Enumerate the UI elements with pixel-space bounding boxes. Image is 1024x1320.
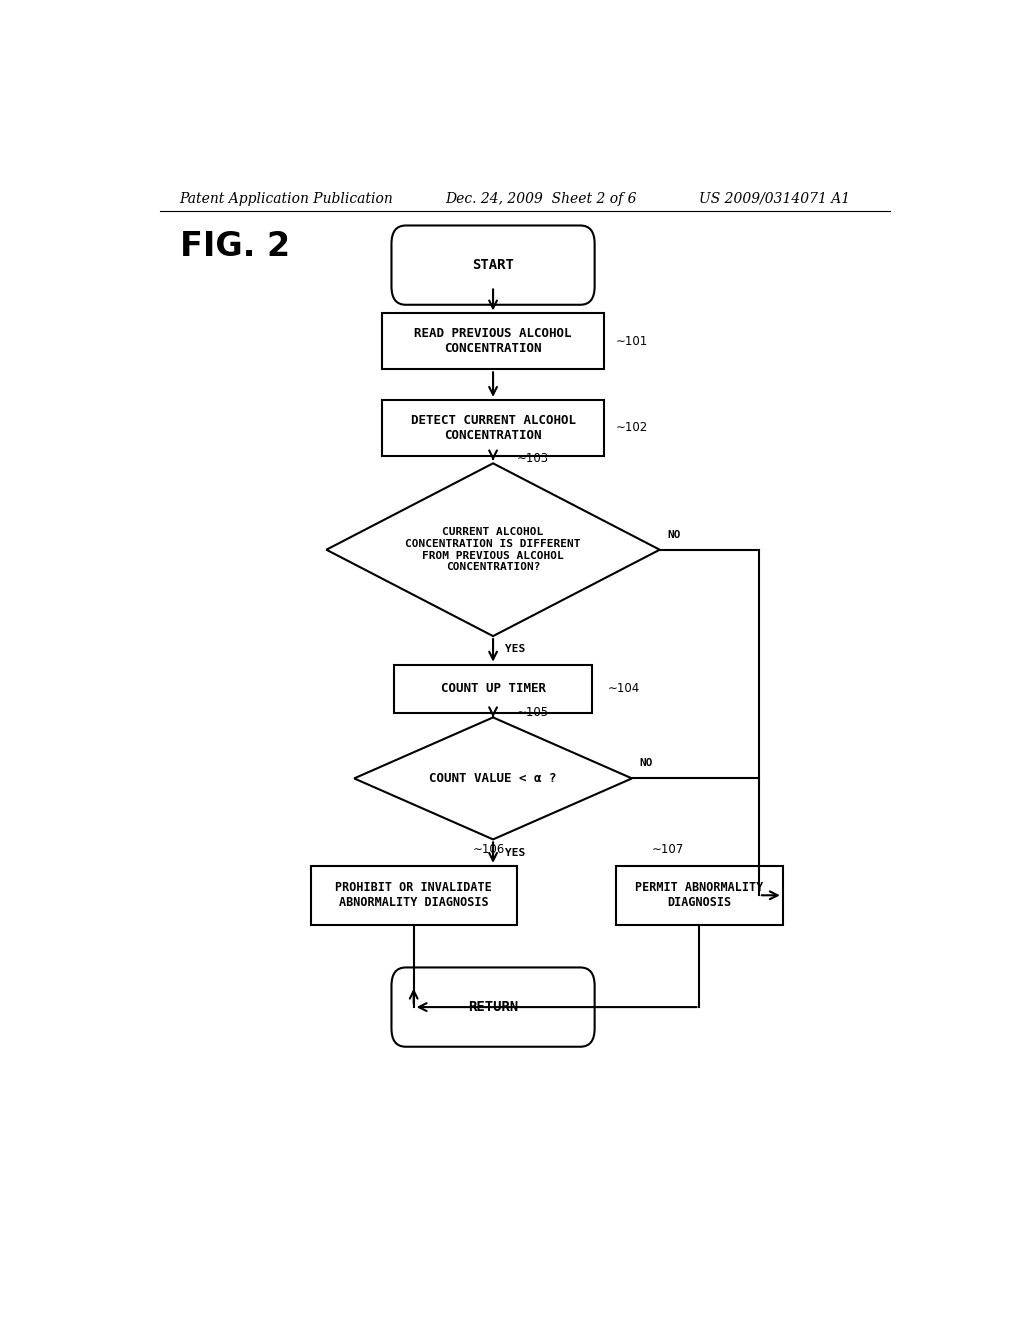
Text: COUNT VALUE < α ?: COUNT VALUE < α ?: [429, 772, 557, 785]
Text: DETECT CURRENT ALCOHOL
CONCENTRATION: DETECT CURRENT ALCOHOL CONCENTRATION: [411, 413, 575, 442]
Text: ∼103: ∼103: [517, 451, 549, 465]
Text: PROHIBIT OR INVALIDATE
ABNORMALITY DIAGNOSIS: PROHIBIT OR INVALIDATE ABNORMALITY DIAGN…: [335, 882, 493, 909]
Bar: [616, 866, 782, 925]
Text: ∼107: ∼107: [652, 843, 684, 857]
Bar: [394, 664, 592, 713]
Text: Patent Application Publication: Patent Application Publication: [179, 191, 393, 206]
Polygon shape: [354, 718, 632, 840]
Text: ∼102: ∼102: [616, 421, 648, 434]
Bar: [310, 866, 517, 925]
Text: NO: NO: [668, 529, 681, 540]
Text: PERMIT ABNORMALITY
DIAGNOSIS: PERMIT ABNORMALITY DIAGNOSIS: [635, 882, 764, 909]
Text: Dec. 24, 2009  Sheet 2 of 6: Dec. 24, 2009 Sheet 2 of 6: [445, 191, 637, 206]
FancyBboxPatch shape: [391, 968, 595, 1047]
Text: ∼106: ∼106: [473, 843, 506, 857]
Text: CURRENT ALCOHOL
CONCENTRATION IS DIFFERENT
FROM PREVIOUS ALCOHOL
CONCENTRATION?: CURRENT ALCOHOL CONCENTRATION IS DIFFERE…: [406, 527, 581, 572]
Text: ∼101: ∼101: [616, 335, 648, 348]
Text: ∼105: ∼105: [517, 706, 549, 719]
Text: START: START: [472, 259, 514, 272]
Text: COUNT UP TIMER: COUNT UP TIMER: [440, 682, 546, 696]
Text: READ PREVIOUS ALCOHOL
CONCENTRATION: READ PREVIOUS ALCOHOL CONCENTRATION: [415, 327, 571, 355]
Text: FIG. 2: FIG. 2: [179, 230, 290, 263]
Polygon shape: [327, 463, 659, 636]
Text: RETURN: RETURN: [468, 1001, 518, 1014]
Text: US 2009/0314071 A1: US 2009/0314071 A1: [699, 191, 851, 206]
FancyBboxPatch shape: [391, 226, 595, 305]
Text: ∼104: ∼104: [608, 682, 640, 696]
Bar: [382, 313, 604, 370]
Bar: [382, 400, 604, 455]
Text: NO: NO: [640, 758, 653, 768]
Text: YES: YES: [505, 644, 525, 655]
Text: YES: YES: [505, 847, 525, 858]
